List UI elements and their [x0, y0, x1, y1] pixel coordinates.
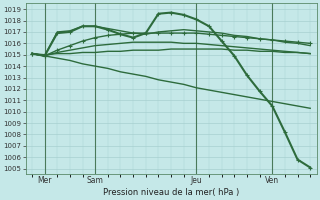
X-axis label: Pression niveau de la mer( hPa ): Pression niveau de la mer( hPa ): [103, 188, 239, 197]
